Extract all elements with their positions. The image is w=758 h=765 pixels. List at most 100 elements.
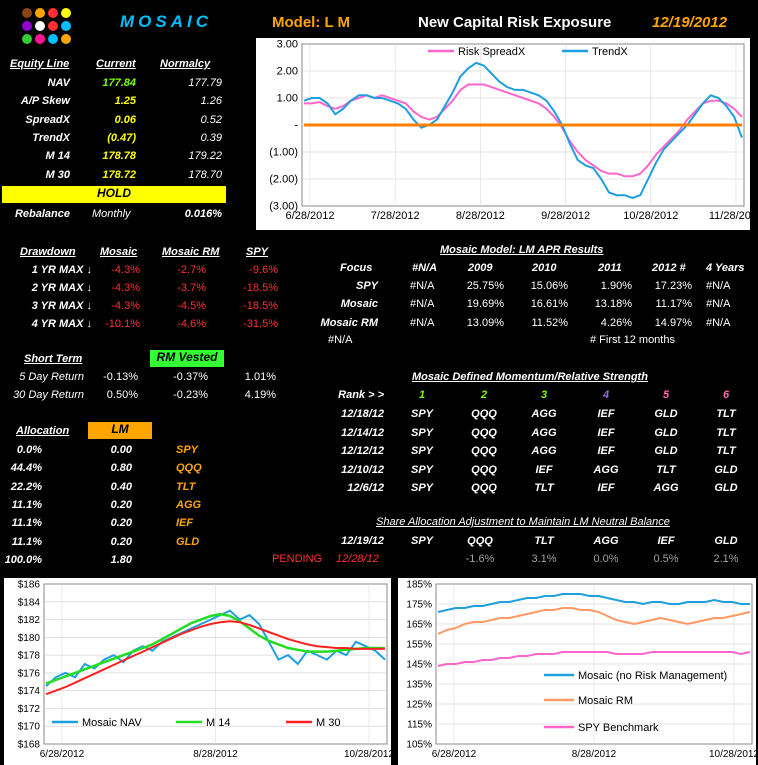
momentum-symbol: AGG — [653, 482, 679, 494]
allocation-symbol: QQQ — [176, 462, 202, 475]
momentum-symbol: QQQ — [471, 408, 497, 420]
rank-label: Rank > > — [338, 389, 384, 401]
momentum-symbol: SPY — [410, 408, 433, 420]
brand-title: MOSAIC — [120, 12, 212, 31]
pending-value: 0.0% — [593, 553, 619, 565]
momentum-symbol: IEF — [597, 482, 615, 494]
y-tick-label: 105% — [406, 740, 432, 751]
share-alloc-date: 12/19/12 — [341, 535, 384, 547]
apr-row-label: Mosaic RM — [320, 316, 378, 329]
equity-current-value: 0.06 — [114, 113, 136, 126]
share-alloc-symbol: TLT — [534, 535, 554, 547]
series-line — [45, 620, 386, 696]
drawdown-spy-value: -9.6% — [249, 264, 278, 276]
apr-value: 4.26% — [600, 316, 632, 329]
apr-value: #N/A — [706, 298, 731, 311]
allocation-symbol: SPY — [176, 444, 199, 456]
equity-current-value: 178.72 — [102, 168, 136, 181]
apr-title: Mosaic Model: LM APR Results — [440, 244, 604, 256]
apr-value: 13.09% — [466, 316, 504, 329]
drawdown-row-label: 1 YR MAX ↓ — [31, 264, 92, 276]
equity-header: Normalcy — [160, 58, 211, 70]
y-tick-label: $168 — [18, 740, 41, 751]
page-title: New Capital Risk Exposure — [418, 14, 612, 31]
apr-value: 15.06% — [530, 280, 568, 292]
allocation-weight: 0.40 — [110, 480, 132, 493]
y-tick-label: $178 — [18, 651, 41, 662]
rank-number: 3 — [540, 389, 548, 401]
legend-entry: TrendX — [592, 46, 628, 58]
x-tick-label: 8/28/2012 — [456, 210, 505, 222]
momentum-symbol: IEF — [597, 445, 615, 457]
allocation-symbol: TLT — [176, 480, 196, 493]
rank-number: 5 — [662, 389, 670, 401]
x-tick-label: 10/28/2012 — [709, 749, 756, 760]
x-tick-label: 8/28/2012 — [572, 749, 617, 760]
logo-dot — [48, 8, 58, 18]
apr-header: Focus — [340, 262, 373, 274]
drawdown-spy-value: -18.5% — [243, 282, 278, 294]
pending-value: -1.6% — [465, 553, 495, 565]
rebalance-frequency: Monthly — [92, 208, 131, 220]
equity-current-value: 178.78 — [102, 150, 136, 163]
momentum-date: 12/18/12 — [341, 408, 384, 420]
momentum-symbol: AGG — [531, 426, 557, 439]
momentum-symbol: GLD — [714, 482, 738, 494]
momentum-symbol: TLT — [716, 408, 736, 420]
equity-row-label: NAV — [47, 77, 70, 89]
short-term-header: Short Term — [24, 353, 83, 365]
pending-value: 2.1% — [713, 553, 739, 565]
allocation-weight: 0.20 — [110, 535, 132, 548]
rebalance-label: Rebalance — [14, 208, 70, 220]
y-tick-label: $180 — [18, 633, 41, 644]
series-line — [437, 651, 751, 667]
equity-header: Current — [96, 58, 136, 70]
equity-row-label: A/P Skew — [20, 95, 70, 108]
momentum-symbol: QQQ — [471, 482, 497, 494]
drawdown-header: Drawdown — [20, 246, 76, 258]
lm-badge: LM — [88, 422, 152, 439]
apr-value: 25.75% — [466, 280, 504, 292]
equity-normal-value: 0.52 — [200, 113, 222, 126]
allocation-weight: 0.00 — [110, 444, 132, 456]
equity-normal-value: 1.26 — [200, 95, 222, 108]
momentum-symbol: QQQ — [471, 445, 497, 457]
equity-normal-value: 179.22 — [188, 150, 222, 163]
allocation-symbol: AGG — [176, 498, 202, 511]
logo-dot — [22, 21, 32, 31]
allocation-total-weight: 1.80 — [110, 554, 132, 566]
momentum-date: 12/12/12 — [341, 445, 384, 457]
series-line — [45, 612, 386, 685]
y-tick-label: 155% — [406, 640, 432, 651]
momentum-symbol: TLT — [716, 445, 736, 457]
drawdown-header: Mosaic RM — [162, 246, 220, 258]
equity-normal-value: 177.79 — [188, 77, 222, 89]
momentum-symbol: AGG — [593, 463, 619, 476]
momentum-title: Mosaic Defined Momentum/Relative Strengt… — [412, 371, 648, 383]
logo-dot — [61, 8, 71, 18]
equity-row-label: M 30 — [45, 168, 70, 181]
share-alloc-title: Share Allocation Adjustment to Maintain … — [376, 516, 670, 528]
apr-header: 2009 — [468, 262, 493, 274]
pending-label: PENDING — [272, 553, 323, 565]
short-term-spy: 4.19% — [244, 389, 276, 401]
logo-dot — [61, 34, 71, 44]
series-line — [437, 607, 751, 635]
short-term-rm: -0.23% — [173, 389, 208, 401]
y-tick-label: (3.00) — [269, 201, 298, 213]
short-term-spy: 1.01% — [244, 371, 276, 383]
apr-header: 2010 — [532, 262, 557, 274]
y-tick-label: 115% — [407, 720, 432, 731]
share-alloc-symbol: GLD — [714, 535, 738, 547]
pending-date: 12/28/12 — [336, 553, 379, 565]
drawdown-rm-value: -4.6% — [177, 318, 206, 330]
y-tick-label: 3.00 — [277, 39, 298, 51]
drawdown-row-label: 2 YR MAX ↓ — [31, 282, 92, 294]
apr-value: #N/A — [410, 316, 435, 329]
rank-number: 4 — [602, 389, 610, 401]
pending-value: 3.1% — [531, 553, 557, 565]
apr-value: 14.97% — [654, 316, 692, 329]
momentum-symbol: QQQ — [471, 463, 497, 476]
drawdown-rm-value: -3.7% — [177, 282, 206, 294]
drawdown-header: Mosaic — [100, 246, 138, 258]
